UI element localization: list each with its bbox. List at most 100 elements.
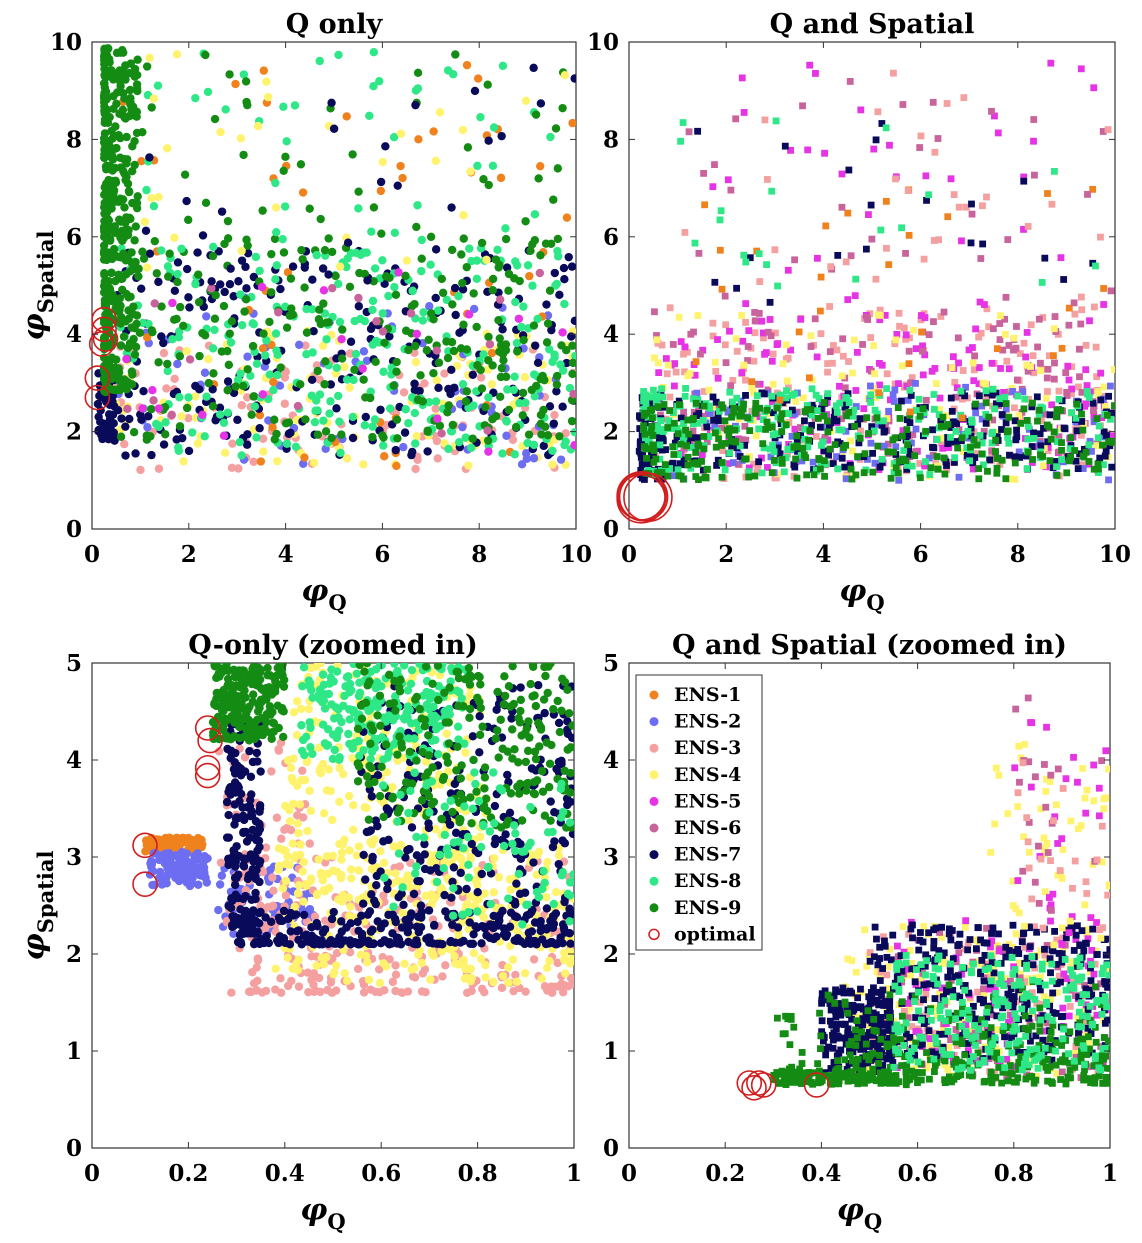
scatter-point <box>1044 444 1052 451</box>
scatter-point <box>200 331 210 340</box>
scatter-point <box>222 833 232 842</box>
scatter-point <box>801 435 809 443</box>
scatter-point <box>847 437 855 445</box>
scatter-point <box>808 411 816 419</box>
scatter-point <box>254 828 263 837</box>
scatter-point <box>1070 299 1078 307</box>
scatter-point <box>433 306 443 315</box>
scatter-point <box>777 415 785 423</box>
scatter-point <box>522 454 531 463</box>
scatter-point <box>345 948 355 957</box>
scatter-point <box>723 426 731 434</box>
scatter-point <box>349 800 358 810</box>
scatter-point <box>502 263 512 272</box>
scatter-point <box>554 718 564 728</box>
x-axis-label: φQ <box>301 574 346 615</box>
scatter-point <box>305 204 314 213</box>
scatter-point <box>276 363 285 372</box>
scatter-point <box>118 285 127 295</box>
scatter-point <box>272 261 282 270</box>
scatter-point <box>337 430 346 439</box>
scatter-point <box>1035 410 1043 418</box>
scatter-point <box>246 929 255 938</box>
scatter-point <box>1095 465 1102 473</box>
scatter-point <box>836 399 844 407</box>
scatter-point <box>866 310 874 318</box>
scatter-point <box>738 312 746 319</box>
scatter-point <box>697 350 704 358</box>
scatter-point <box>872 394 880 402</box>
scatter-point <box>208 402 218 411</box>
scatter-point <box>254 919 264 928</box>
scatter-point <box>643 454 650 462</box>
scatter-point <box>132 198 142 208</box>
scatter-point <box>556 455 566 464</box>
scatter-point <box>528 281 537 290</box>
scatter-point <box>318 870 328 879</box>
scatter-point <box>955 203 963 211</box>
scatter-point <box>332 363 342 372</box>
scatter-point <box>326 380 336 389</box>
scatter-point <box>1030 116 1038 123</box>
scatter-point <box>917 132 925 140</box>
scatter-point <box>962 383 969 391</box>
scatter-point <box>792 455 799 463</box>
scatter-point <box>230 873 240 882</box>
scatter-point <box>758 317 766 325</box>
scatter-point <box>322 335 331 344</box>
scatter-point <box>377 229 386 238</box>
scatter-point <box>191 93 200 103</box>
scatter-point <box>922 172 930 180</box>
scatter-point <box>816 307 824 315</box>
scatter-point <box>538 371 547 381</box>
scatter-point <box>733 394 741 402</box>
scatter-point <box>774 282 781 290</box>
scatter-point <box>493 245 502 255</box>
scatter-point <box>935 411 943 418</box>
scatter-point <box>649 441 657 449</box>
scatter-point <box>951 378 959 386</box>
scatter-point <box>243 249 253 258</box>
scatter-point <box>981 301 988 308</box>
scatter-point <box>316 769 326 778</box>
scatter-point <box>297 245 306 255</box>
scatter-point <box>874 442 882 450</box>
scatter-point <box>728 413 735 421</box>
scatter-point <box>878 120 886 127</box>
scatter-point <box>676 401 683 409</box>
scatter-point <box>214 905 223 915</box>
scatter-point <box>142 845 151 855</box>
scatter-point <box>1031 171 1038 179</box>
scatter-point <box>378 157 387 167</box>
scatter-point <box>237 451 246 460</box>
scatter-point <box>210 314 220 323</box>
scatter-point <box>182 346 192 356</box>
scatter-point <box>345 911 354 921</box>
scatter-point <box>1040 424 1047 432</box>
scatter-point <box>988 359 996 367</box>
scatter-point <box>994 129 1002 137</box>
scatter-point <box>1065 321 1073 329</box>
scatter-point <box>99 318 109 327</box>
scatter-point <box>324 270 333 279</box>
scatter-point <box>998 400 1006 407</box>
scatter-point <box>483 80 492 89</box>
scatter-point <box>953 438 960 445</box>
scatter-point <box>421 987 430 997</box>
scatter-point <box>797 315 805 323</box>
scatter-point <box>645 461 653 469</box>
scatter-point <box>902 249 909 257</box>
scatter-point <box>154 277 163 287</box>
scatter-point <box>933 436 941 444</box>
scatter-point <box>1029 456 1036 463</box>
scatter-point <box>958 434 966 442</box>
scatter-point <box>991 112 998 120</box>
scatter-point <box>922 396 930 404</box>
scatter-point <box>477 238 487 248</box>
x-tick-label: 10 <box>1099 541 1131 568</box>
scatter-point <box>791 425 799 433</box>
scatter-point <box>168 298 177 308</box>
scatter-point <box>983 305 991 313</box>
scatter-point <box>1022 353 1030 361</box>
scatter-point <box>906 408 914 416</box>
